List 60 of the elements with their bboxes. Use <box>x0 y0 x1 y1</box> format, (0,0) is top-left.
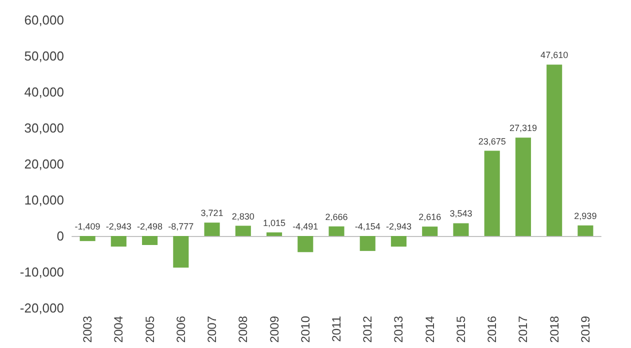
data-label: -2,498 <box>137 222 163 232</box>
bar <box>453 223 469 236</box>
y-tick-label: -20,000 <box>20 300 64 316</box>
x-tick-label: 2005 <box>142 316 157 343</box>
y-tick-label: 10,000 <box>24 192 64 208</box>
data-label: 2,616 <box>418 212 442 222</box>
data-label: -4,491 <box>292 222 318 232</box>
x-tick-label: 2017 <box>516 316 530 343</box>
x-tick-label: 2010 <box>298 316 312 343</box>
bar <box>142 236 158 245</box>
y-tick-label: 30,000 <box>24 120 64 136</box>
y-tick-label: 60,000 <box>24 12 64 28</box>
y-tick-label: -10,000 <box>20 264 64 280</box>
bar <box>422 226 438 236</box>
bar <box>80 236 96 242</box>
data-label: -8,777 <box>168 222 194 232</box>
x-tick-label: 2006 <box>174 316 188 343</box>
x-tick-label: 2015 <box>454 316 468 343</box>
data-label: 27,319 <box>509 123 537 134</box>
bar <box>546 64 562 236</box>
bar <box>360 236 376 251</box>
y-tick-label: 50,000 <box>24 48 64 64</box>
bar <box>515 138 531 236</box>
x-tick-label: 2011 <box>330 316 344 342</box>
x-tick-label: 2009 <box>267 316 282 343</box>
data-label: 3,543 <box>450 208 472 219</box>
data-label: 2,939 <box>574 210 597 221</box>
bar <box>173 236 189 268</box>
x-tick-label: 2007 <box>205 316 220 343</box>
data-label: 1,015 <box>263 218 286 228</box>
data-label: 2,666 <box>325 212 348 222</box>
bar <box>235 226 251 236</box>
data-label: -4,154 <box>354 222 380 232</box>
data-label: -1,409 <box>74 222 100 232</box>
bar <box>484 150 500 236</box>
data-label: -2,943 <box>106 222 132 232</box>
bar <box>578 225 594 236</box>
y-tick-label: 40,000 <box>24 84 64 100</box>
data-label: 3,721 <box>200 208 224 218</box>
bar <box>266 232 282 236</box>
y-tick-label: 20,000 <box>24 156 64 172</box>
data-label: 2,830 <box>232 211 254 222</box>
bar <box>298 236 314 252</box>
x-tick-label: 2018 <box>547 316 562 343</box>
x-tick-label: 2004 <box>112 316 126 343</box>
data-label: -2,943 <box>386 222 412 232</box>
bar <box>390 236 407 247</box>
x-tick-label: 2014 <box>422 316 437 343</box>
x-tick-label: 2008 <box>236 316 250 343</box>
x-tick-label: 2003 <box>80 316 95 343</box>
x-tick-label: 2013 <box>392 316 406 343</box>
y-tick-label: 0 <box>56 228 64 244</box>
data-label: 23,675 <box>478 136 506 146</box>
x-tick-label: 2012 <box>360 316 375 343</box>
bar <box>328 226 344 236</box>
bar <box>110 236 126 247</box>
x-tick-label: 2019 <box>578 316 592 343</box>
bar <box>204 222 220 236</box>
data-label: 47,610 <box>540 50 568 60</box>
x-tick-label: 2016 <box>485 316 500 343</box>
